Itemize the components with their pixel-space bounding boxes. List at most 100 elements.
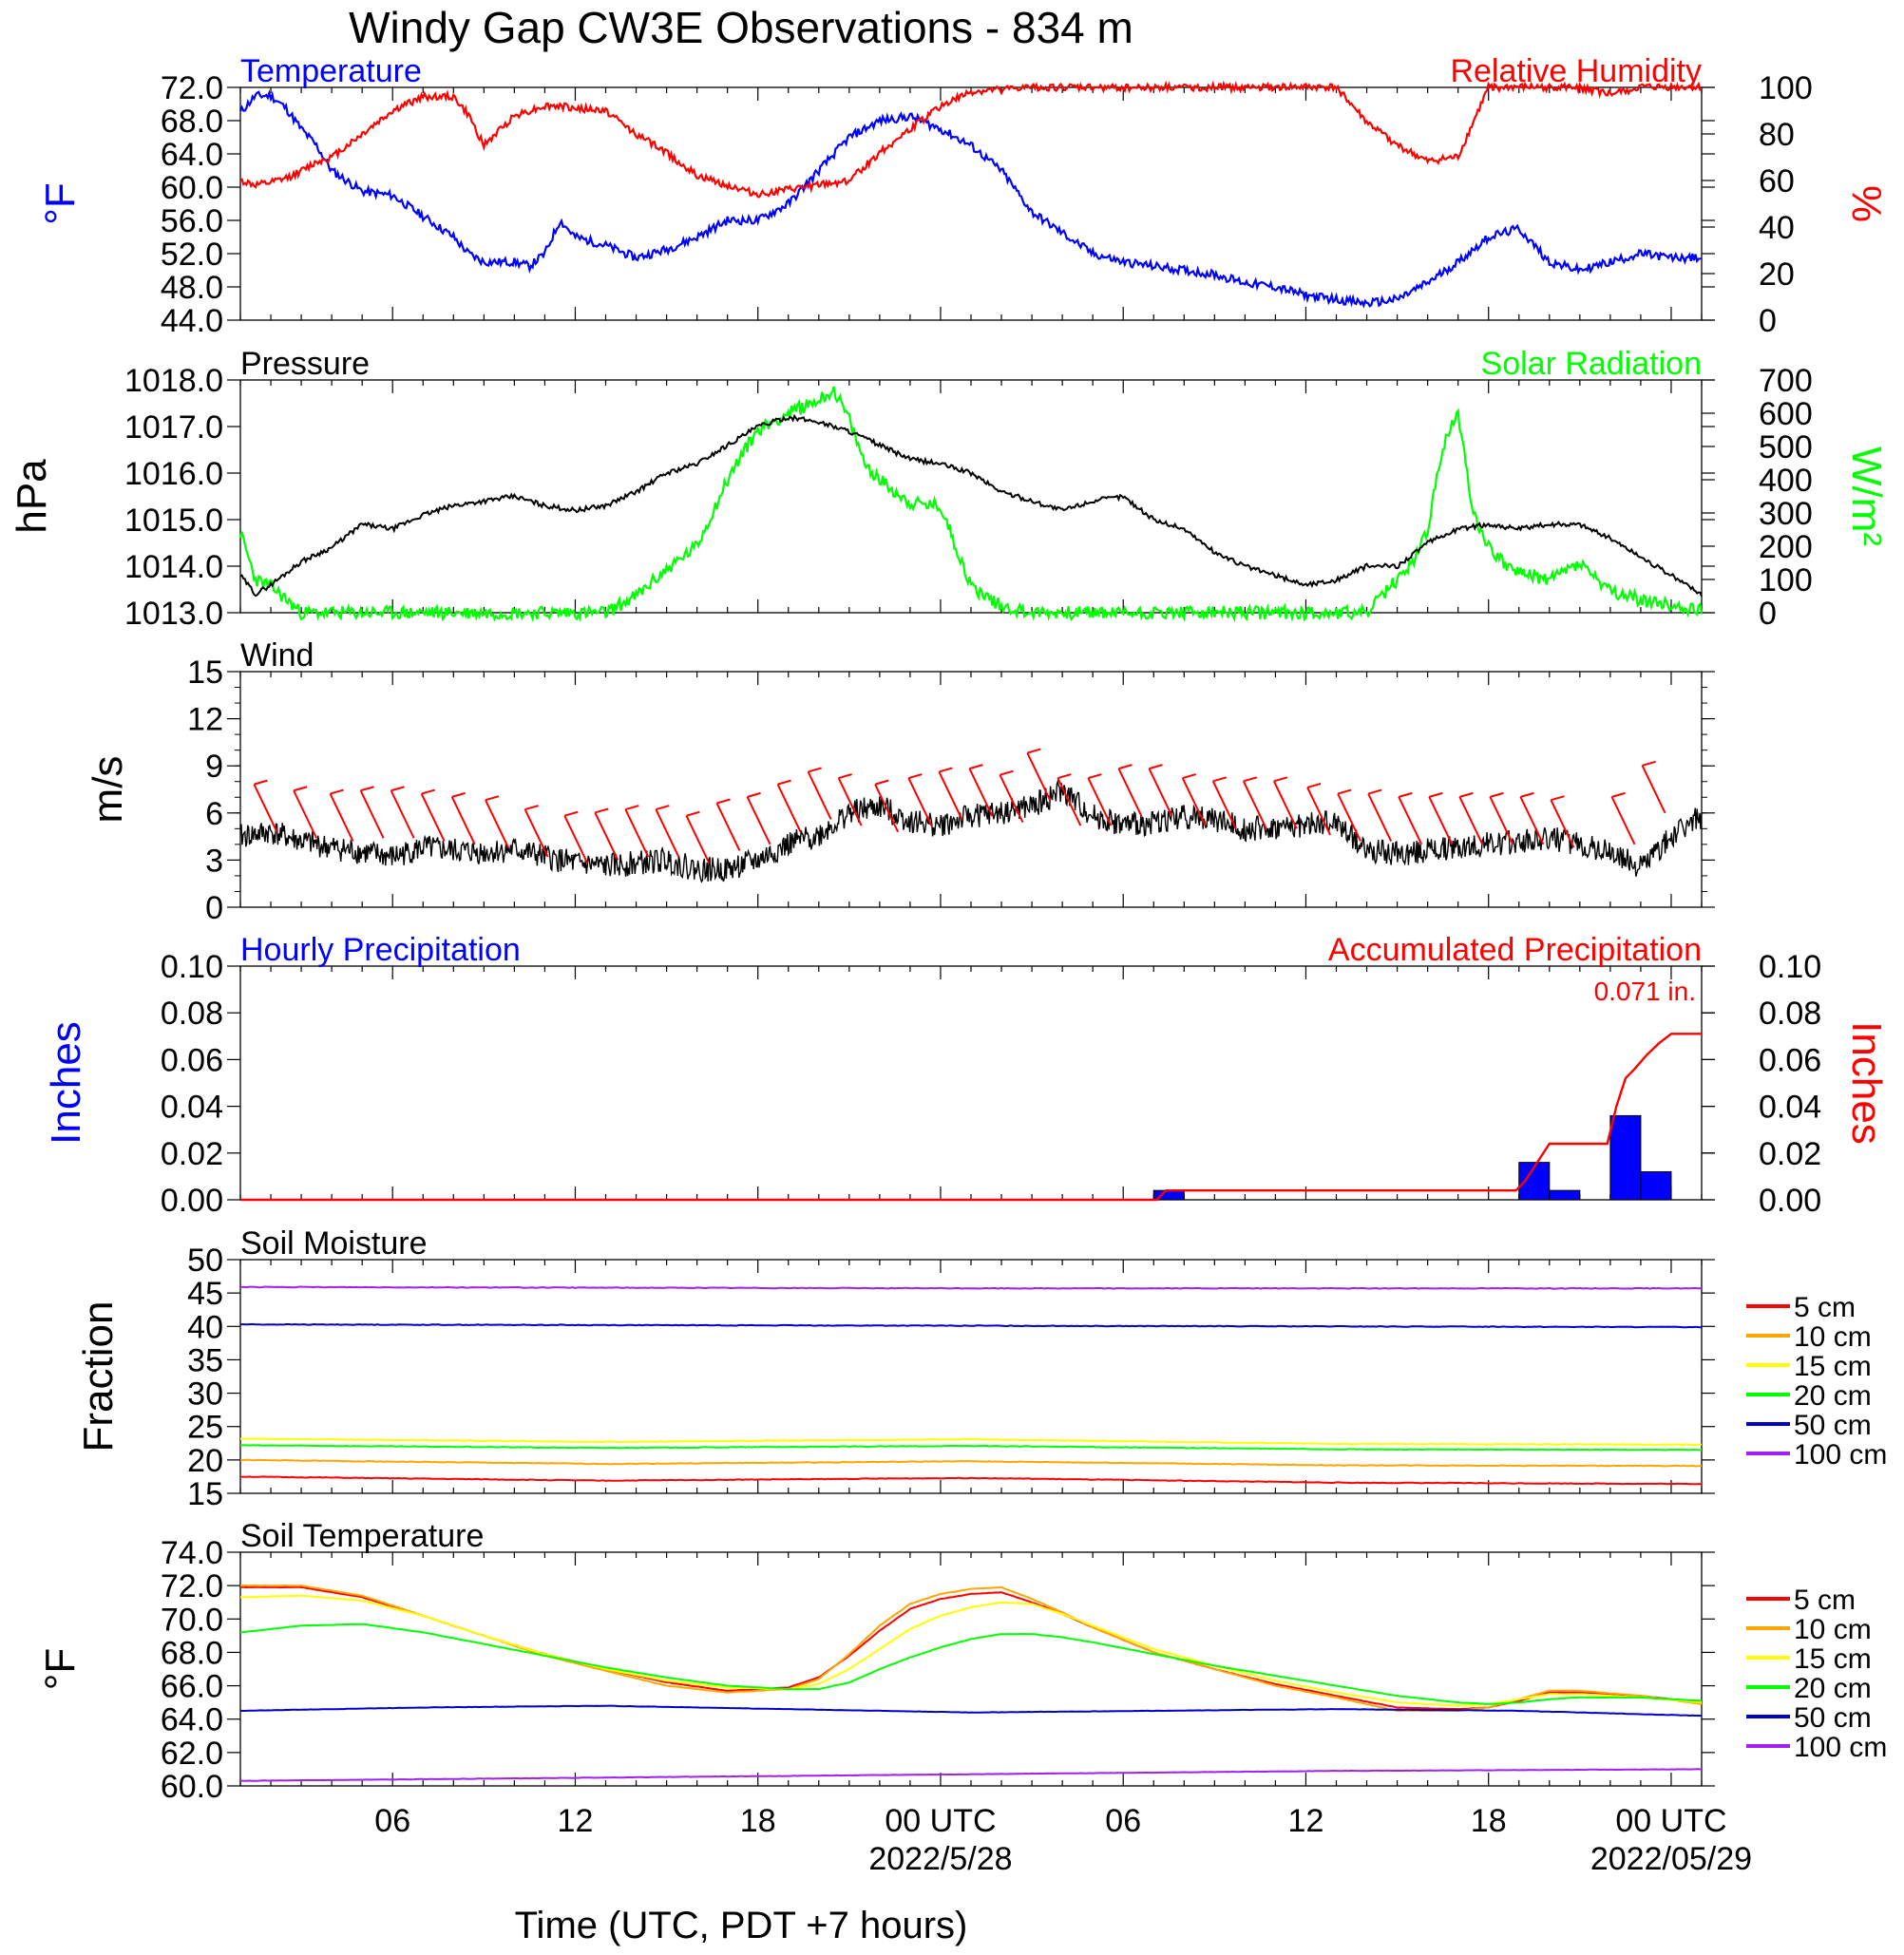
precip-bar (1549, 1189, 1581, 1201)
wind-barb (1272, 780, 1298, 829)
wind-barb-flag (330, 788, 344, 795)
wind-barb-flag (390, 786, 405, 792)
wind-barb (1428, 796, 1454, 845)
wind-barb (1641, 765, 1666, 814)
y-tick-label: 68.0 (161, 1635, 223, 1671)
plot-frame (239, 1259, 1703, 1494)
y-tick-label: 1013.0 (124, 596, 223, 632)
x-tick-label: 12 (1288, 1803, 1324, 1839)
x-tick-label: 06 (1105, 1803, 1141, 1839)
plot-frame (239, 379, 1703, 614)
wind-barb-flag (524, 805, 539, 811)
wind-barb (1087, 777, 1113, 826)
legend-label: 5 cm (1794, 1292, 1856, 1323)
y-tick-label: 52.0 (161, 237, 223, 273)
wind-barb (907, 777, 933, 826)
wind-barb-flag (777, 779, 791, 786)
series-line-soil-temp (240, 1768, 1703, 1782)
wind-barb-flag (1000, 769, 1014, 776)
x-tick-label: 18 (740, 1803, 776, 1839)
y-tick-label: 0.08 (161, 996, 223, 1032)
y-tick-label: 72.0 (161, 1568, 223, 1604)
y-tick-label-right: 100 (1759, 70, 1813, 106)
y-tick-label: 40 (187, 1309, 223, 1345)
wind-barb (1398, 796, 1423, 845)
y-tick-label: 35 (187, 1342, 223, 1378)
wind-barb (420, 793, 446, 842)
legend-label: 20 cm (1794, 1380, 1872, 1412)
wind-barb-flag (254, 779, 268, 786)
series-line-soil-temp (240, 1584, 1703, 1713)
legend-label: 5 cm (1794, 1585, 1856, 1616)
x-axis-title: Time (UTC, PDT +7 hours) (514, 1905, 968, 1946)
wind-barb-flag (1182, 773, 1196, 779)
wind-barb-flag (1027, 748, 1041, 754)
wind-barb (1242, 780, 1267, 829)
wind-barb-flag (686, 810, 700, 817)
y-tick-label: 66.0 (161, 1669, 223, 1705)
plot-frame (239, 965, 1703, 1201)
y-tick-label: 60.0 (161, 1769, 223, 1805)
y-tick-label: 1018.0 (124, 363, 223, 399)
wind-barb (359, 789, 385, 839)
y-tick-label-right: 0 (1759, 303, 1777, 339)
legend-label: 100 cm (1794, 1439, 1887, 1471)
wind-barb (1181, 777, 1207, 826)
legend-label: 20 cm (1794, 1673, 1872, 1704)
wind-barb (776, 784, 802, 833)
wind-barb (1489, 796, 1514, 845)
y-tick-label-right: 0.00 (1759, 1183, 1821, 1219)
y-tick-label: 50 (187, 1243, 223, 1279)
wind-barb-flag (421, 788, 435, 795)
y-tick-label-right: 0.08 (1759, 996, 1821, 1032)
legend-label: 15 cm (1794, 1643, 1872, 1675)
wind-barb-flag (1398, 791, 1413, 798)
panel-title-left: Soil Temperature (240, 1518, 484, 1554)
y-axis-label-right: W/m² (1843, 446, 1890, 546)
y-tick-label: 0.04 (161, 1090, 223, 1126)
precip-bar (1640, 1170, 1672, 1201)
plot-frame (239, 671, 1703, 908)
wind-barb-flag (1273, 776, 1288, 783)
y-tick-label: 30 (187, 1376, 223, 1413)
wind-barb-flag (1306, 782, 1322, 788)
wind-barb (837, 777, 863, 826)
wind-barb (715, 803, 741, 851)
y-tick-label-right: 700 (1759, 363, 1813, 399)
wind-barb (1148, 768, 1173, 817)
series-line-soil-moisture (239, 1458, 1703, 1468)
wind-barb-flag (485, 795, 500, 802)
series-line-soil-moisture (239, 1322, 1703, 1329)
y-tick-label-right: 0.10 (1759, 949, 1821, 985)
wind-barb (1057, 777, 1082, 826)
x-tick-label: 18 (1471, 1803, 1507, 1839)
y-tick-label: 64.0 (161, 137, 223, 173)
panels-group: 44.048.052.056.060.064.068.072.002040608… (9, 53, 1890, 1877)
series-line-soil-moisture (239, 1437, 1703, 1447)
wind-barb (968, 768, 994, 817)
legend-label: 10 cm (1794, 1614, 1872, 1645)
wind-barb-flag (1459, 791, 1474, 798)
x-tick-label: 06 (374, 1803, 410, 1839)
wind-barb (1306, 787, 1331, 836)
chart-title: Windy Gap CW3E Observations - 834 m (349, 3, 1133, 52)
y-tick-label: 74.0 (161, 1535, 223, 1571)
y-tick-label-right: 200 (1759, 529, 1813, 565)
x-tick-label: 12 (558, 1803, 594, 1839)
y-tick-label-right: 500 (1759, 429, 1813, 465)
wind-barb (329, 793, 354, 842)
y-tick-label: 3 (205, 843, 223, 879)
wind-barb (938, 770, 963, 820)
precip-bar (1609, 1114, 1642, 1201)
wind-barb (1117, 768, 1143, 817)
y-tick-label: 1014.0 (124, 549, 223, 585)
y-tick-label-right: 100 (1759, 562, 1813, 598)
y-tick-label-right: 400 (1759, 463, 1813, 499)
series-line-soil-moisture (240, 1475, 1703, 1486)
y-tick-label: 70.0 (161, 1602, 223, 1638)
wind-barb-flag (451, 791, 466, 798)
y-tick-label: 62.0 (161, 1736, 223, 1772)
wind-barb (746, 796, 771, 845)
panel-temperature-humidity: 44.048.052.056.060.064.068.072.0 0 20 40 60 8… (37, 53, 1890, 339)
y-tick-label: 15 (187, 655, 223, 691)
